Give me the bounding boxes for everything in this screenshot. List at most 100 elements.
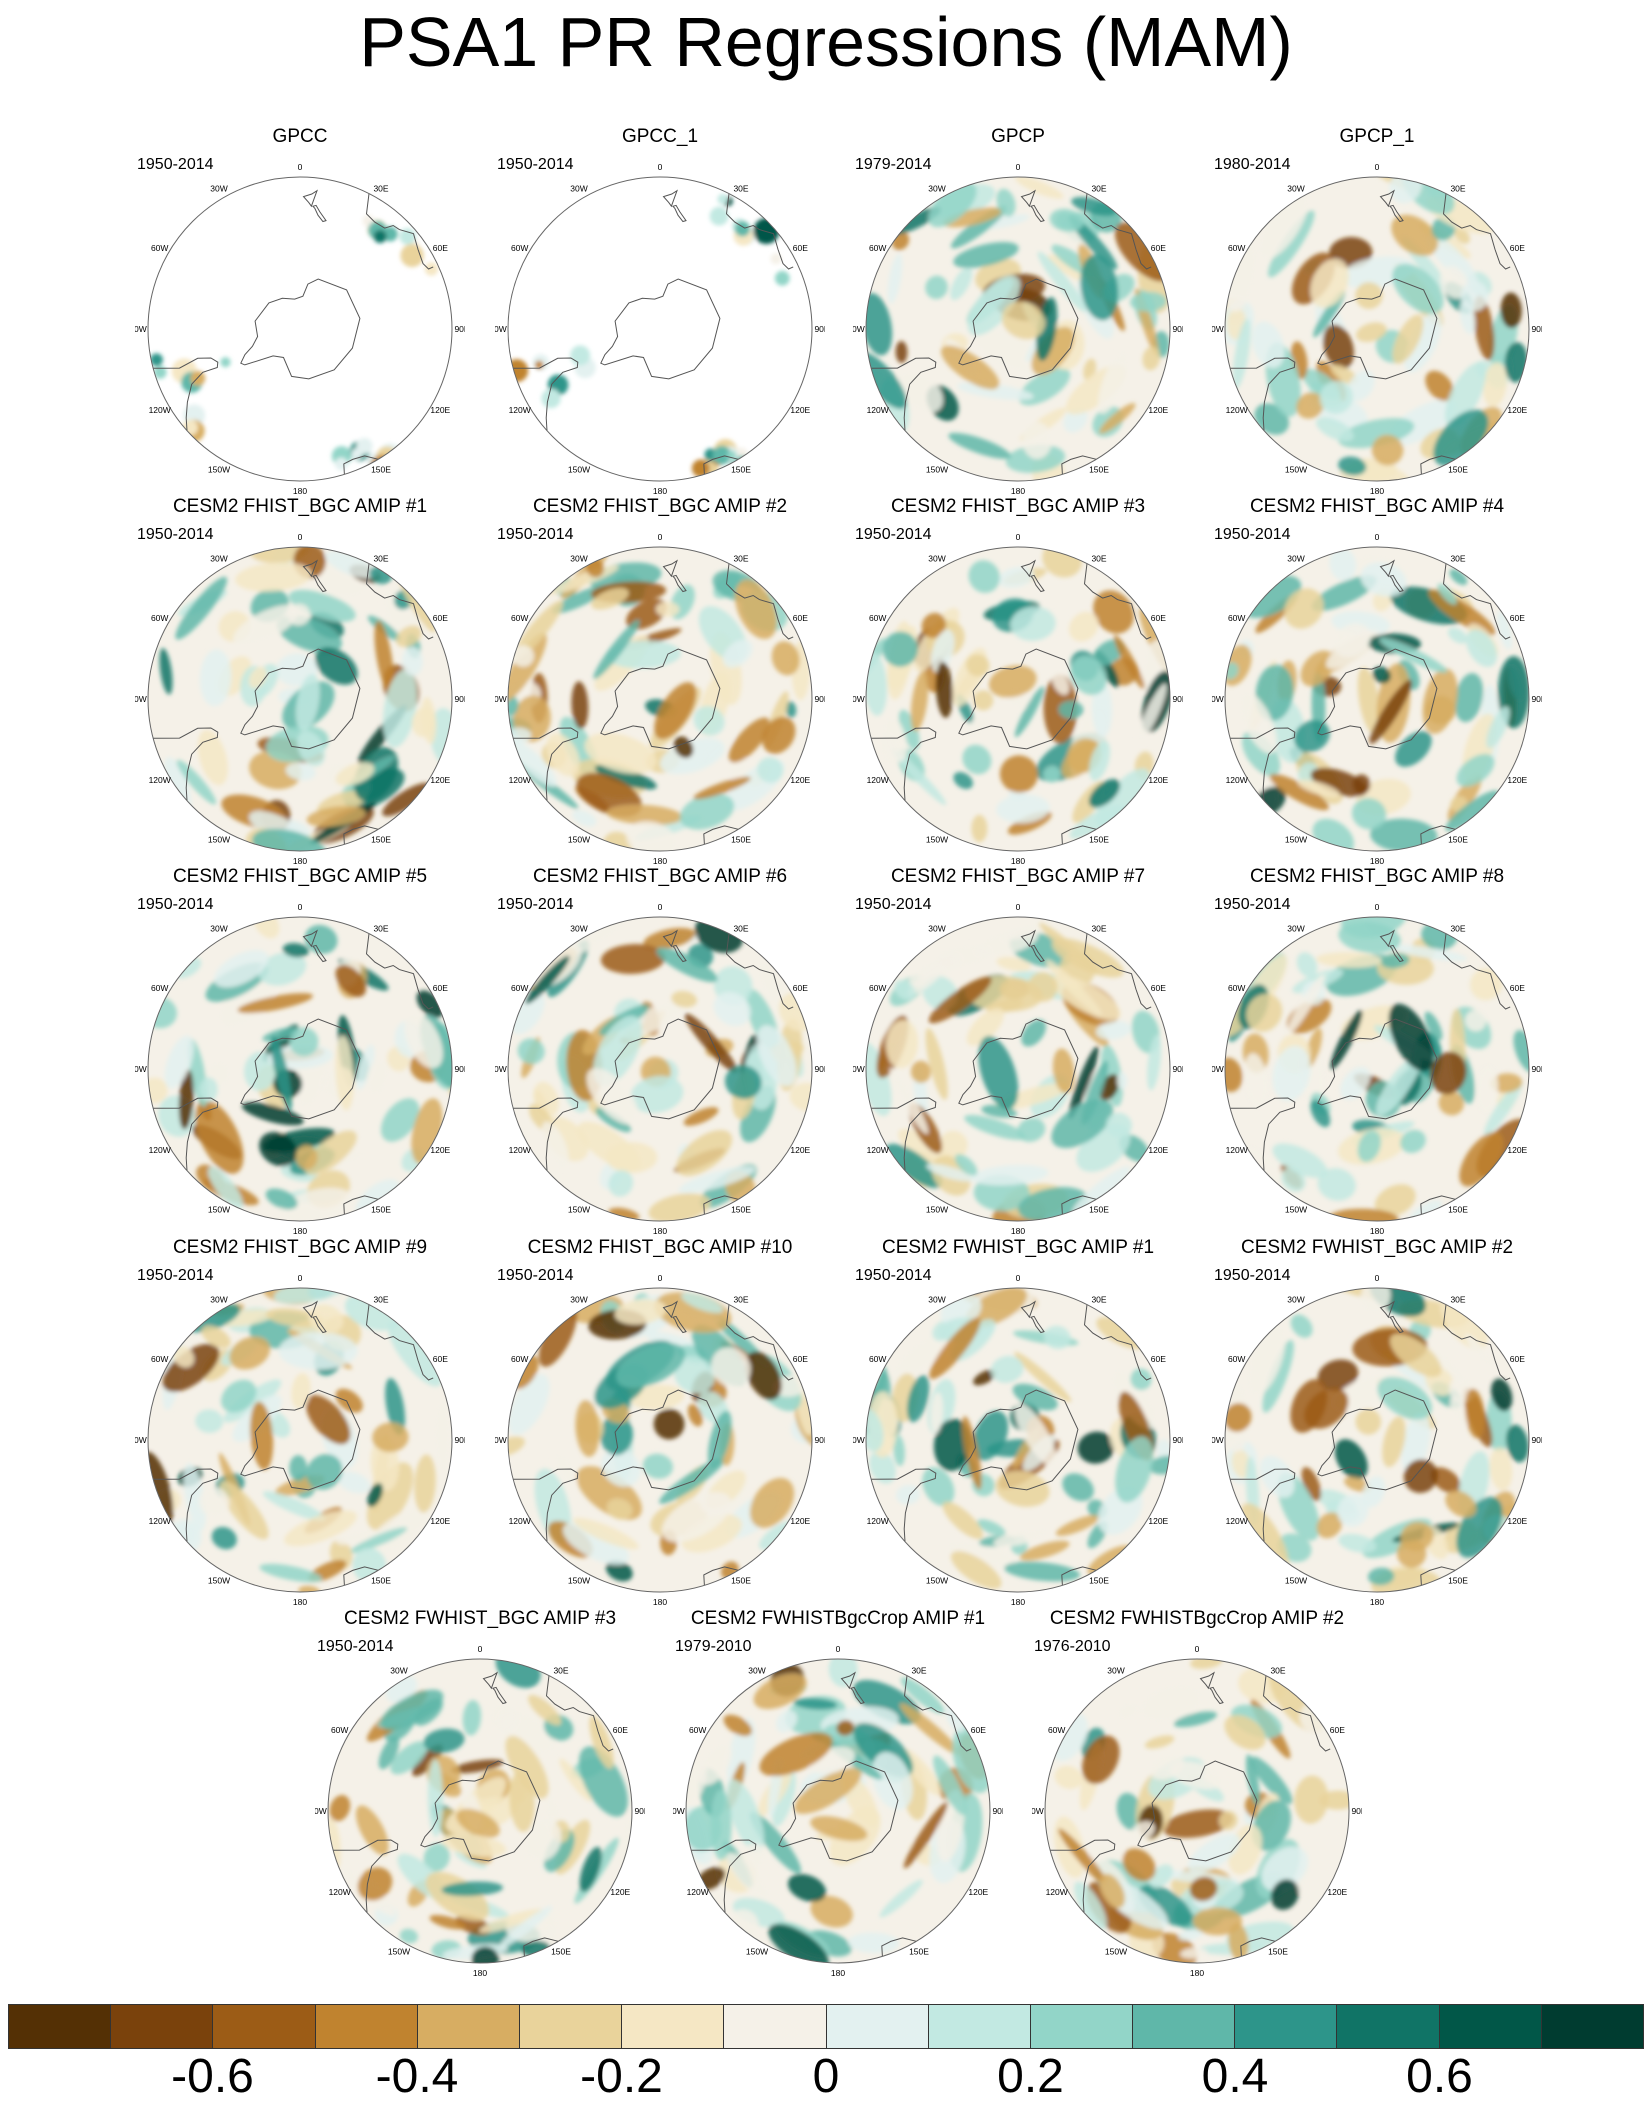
longitude-label: 30E — [1450, 554, 1465, 564]
coastline — [1388, 944, 1404, 963]
longitude-label: 90E — [1531, 1435, 1542, 1445]
coastline — [662, 559, 678, 578]
longitude-label: 150W — [1105, 1946, 1127, 1956]
coastline — [491, 1686, 507, 1705]
longitude-label: 0 — [658, 904, 663, 912]
longitude-label: 0 — [658, 534, 663, 542]
longitude-label: 150W — [926, 464, 948, 474]
longitude-label: 30E — [1450, 924, 1465, 934]
panel-years: 1950-2014 — [497, 156, 574, 173]
panel-years: 1950-2014 — [497, 526, 574, 543]
coastline — [302, 559, 318, 578]
longitude-label: 90E — [454, 324, 465, 334]
map-boundary — [147, 176, 453, 482]
longitude-label: 30E — [733, 554, 748, 564]
longitude-label: 30E — [1091, 924, 1106, 934]
longitude-label: 30W — [390, 1666, 407, 1676]
colorbar-bin — [826, 2005, 929, 2048]
longitude-label: 150W — [926, 1575, 948, 1585]
longitude-label: 90W — [495, 1064, 507, 1074]
map-panel: CESM2 FHIST_BGC AMIP #9 1950-2014 0 30E 60E 9… — [135, 1237, 465, 1605]
panel-title: CESM2 FHIST_BGC AMIP #9 — [172, 1237, 428, 1258]
longitude-label: 150W — [208, 1575, 230, 1585]
longitude-label: 0 — [298, 904, 303, 912]
polar-map: 0 30E 60E 90E 120E 150E 180 150W 120W 90W 60W 30W — [495, 904, 825, 1234]
longitude-label: 120E — [1507, 1516, 1527, 1526]
longitude-label: 120E — [430, 775, 450, 785]
coastline — [365, 193, 434, 270]
coastline — [1083, 193, 1152, 270]
coastline — [153, 1468, 219, 1542]
longitude-label: 180 — [1370, 856, 1384, 864]
coastline — [903, 1675, 972, 1752]
coastline — [1029, 944, 1045, 963]
coastline — [365, 563, 434, 640]
coastline — [311, 1315, 327, 1334]
longitude-label: 150E — [1448, 834, 1468, 844]
longitude-label: 180 — [653, 1226, 667, 1234]
longitude-label: 90E — [992, 1806, 1003, 1816]
coastline — [333, 1839, 399, 1913]
longitude-label: 0 — [478, 1646, 483, 1654]
longitude-label: 150E — [731, 834, 751, 844]
longitude-label: 150E — [1089, 834, 1109, 844]
coastline — [1379, 929, 1395, 948]
longitude-label: 0 — [1016, 534, 1021, 542]
longitude-label: 180 — [473, 1968, 487, 1976]
polar-map: 0 30E 60E 90E 120E 150E 180 150W 120W 90W 60W 30W — [853, 534, 1183, 864]
map-panel: CESM2 FHIST_BGC AMIP #6 1950-2014 0 30E 60E 9… — [495, 866, 825, 1234]
longitude-label: 30W — [928, 554, 945, 564]
longitude-label: 30W — [570, 1295, 587, 1305]
colorbar-bin — [417, 2005, 520, 2048]
longitude-label: 60E — [1151, 1354, 1166, 1364]
longitude-label: 120E — [1507, 1145, 1527, 1155]
longitude-label: 0 — [298, 164, 303, 172]
longitude-label: 120W — [149, 1516, 171, 1526]
longitude-label: 30W — [1287, 554, 1304, 564]
colorbar-tick-label: 0 — [812, 2050, 840, 2103]
longitude-label: 180 — [1370, 1597, 1384, 1605]
coastline — [1029, 574, 1045, 593]
panel-title: GPCC — [272, 126, 328, 147]
coastline — [778, 1760, 899, 1862]
longitude-label: 120E — [610, 1887, 630, 1897]
map-panel: CESM2 FWHIST_BGC AMIP #3 1950-2014 0 30E 60E… — [315, 1608, 645, 1976]
coastline — [1050, 1839, 1116, 1913]
longitude-label: 150W — [388, 1946, 410, 1956]
longitude-label: 90W — [135, 1064, 147, 1074]
coastline — [513, 727, 579, 801]
longitude-label: 150E — [731, 1204, 751, 1214]
longitude-label: 30W — [928, 924, 945, 934]
panel-title: CESM2 FHIST_BGC AMIP #3 — [890, 496, 1146, 517]
longitude-label: 30E — [1270, 1666, 1285, 1676]
longitude-label: 0 — [1375, 164, 1380, 172]
coastline — [1317, 1018, 1438, 1120]
longitude-label: 60E — [433, 983, 448, 993]
longitude-label: 60E — [433, 1354, 448, 1364]
longitude-label: 120E — [430, 1516, 450, 1526]
longitude-label: 120W — [867, 1145, 889, 1155]
longitude-label: 90W — [495, 324, 507, 334]
panel-title: CESM2 FWHIST_BGC AMIP #2 — [1240, 1237, 1514, 1258]
map-boundary — [507, 546, 813, 852]
longitude-label: 180 — [1370, 1226, 1384, 1234]
longitude-label: 120E — [790, 775, 810, 785]
longitude-label: 150E — [1089, 464, 1109, 474]
coastline — [1020, 1300, 1036, 1319]
longitude-label: 150W — [926, 834, 948, 844]
longitude-label: 90E — [1172, 694, 1183, 704]
coastline — [153, 1097, 219, 1171]
coastline — [958, 278, 1079, 380]
colorbar-bin — [9, 2005, 112, 2048]
longitude-label: 30W — [570, 184, 587, 194]
longitude-label: 60E — [793, 983, 808, 993]
longitude-label: 60E — [793, 613, 808, 623]
colorbar-bin — [111, 2005, 214, 2048]
longitude-label: 60W — [151, 1354, 168, 1364]
coastline — [1442, 193, 1511, 270]
longitude-label: 30W — [570, 924, 587, 934]
coastline — [1083, 933, 1152, 1010]
coastline — [302, 1300, 318, 1319]
coastline — [1388, 1315, 1404, 1334]
panel-title: GPCP_1 — [1339, 126, 1415, 147]
